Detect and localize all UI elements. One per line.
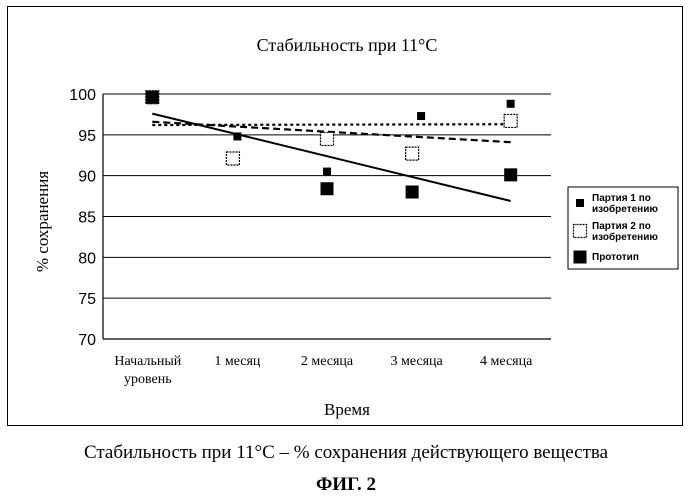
y-tick-label: 80 bbox=[78, 250, 96, 267]
data-point-series-3 bbox=[504, 168, 517, 181]
data-point-series-3 bbox=[321, 182, 334, 195]
x-tick-label: 3 месяца bbox=[390, 354, 443, 369]
data-point-series-2 bbox=[406, 147, 419, 160]
data-point-series-2 bbox=[226, 152, 239, 165]
chart-frame: Стабильность при 11°C 70 75 80 85 90 95 100 Нача… bbox=[7, 6, 683, 426]
data-point-series-3 bbox=[406, 186, 419, 199]
x-tick-label: 4 месяца bbox=[480, 354, 533, 369]
y-tick-label: 70 bbox=[78, 332, 96, 349]
y-tick-label: 90 bbox=[78, 169, 96, 186]
x-tick-label: 2 месяца bbox=[301, 354, 354, 369]
data-point-series-1 bbox=[323, 168, 331, 176]
data-point-series-2 bbox=[321, 132, 334, 145]
x-tick-label: 1 месяц bbox=[214, 354, 261, 369]
data-point-series-1 bbox=[233, 132, 241, 140]
legend-label-2: Партия 2 поизобретению bbox=[592, 221, 658, 243]
x-tick-label: Начальныйуровень bbox=[114, 354, 181, 387]
y-tick-label: 100 bbox=[69, 87, 96, 104]
data-point-series-3 bbox=[146, 91, 159, 104]
chart-svg: Стабильность при 11°C 70 75 80 85 90 95 100 Нача… bbox=[8, 7, 684, 427]
figure-caption: Стабильность при 11°C – % сохранения дей… bbox=[0, 442, 692, 464]
legend-marker-2 bbox=[574, 225, 587, 238]
y-tick-label: 95 bbox=[78, 128, 96, 145]
data-point-series-1 bbox=[417, 112, 425, 120]
figure-label: ФИГ. 2 bbox=[0, 474, 692, 496]
x-axis-title: Время bbox=[324, 400, 370, 419]
trendline-series-2 bbox=[152, 124, 510, 125]
y-tick-label: 75 bbox=[78, 291, 96, 308]
legend-label-1: Партия 1 поизобретению bbox=[592, 193, 658, 215]
data-point-series-1 bbox=[507, 100, 515, 108]
legend-label-3: Прототип bbox=[592, 252, 639, 263]
y-axis-title: % сохранения bbox=[33, 171, 52, 272]
chart-title: Стабильность при 11°C bbox=[257, 35, 438, 55]
data-point-series-2 bbox=[504, 114, 517, 127]
legend-marker-1 bbox=[576, 199, 584, 207]
legend-marker-3 bbox=[574, 251, 587, 264]
y-tick-label: 85 bbox=[78, 210, 96, 227]
